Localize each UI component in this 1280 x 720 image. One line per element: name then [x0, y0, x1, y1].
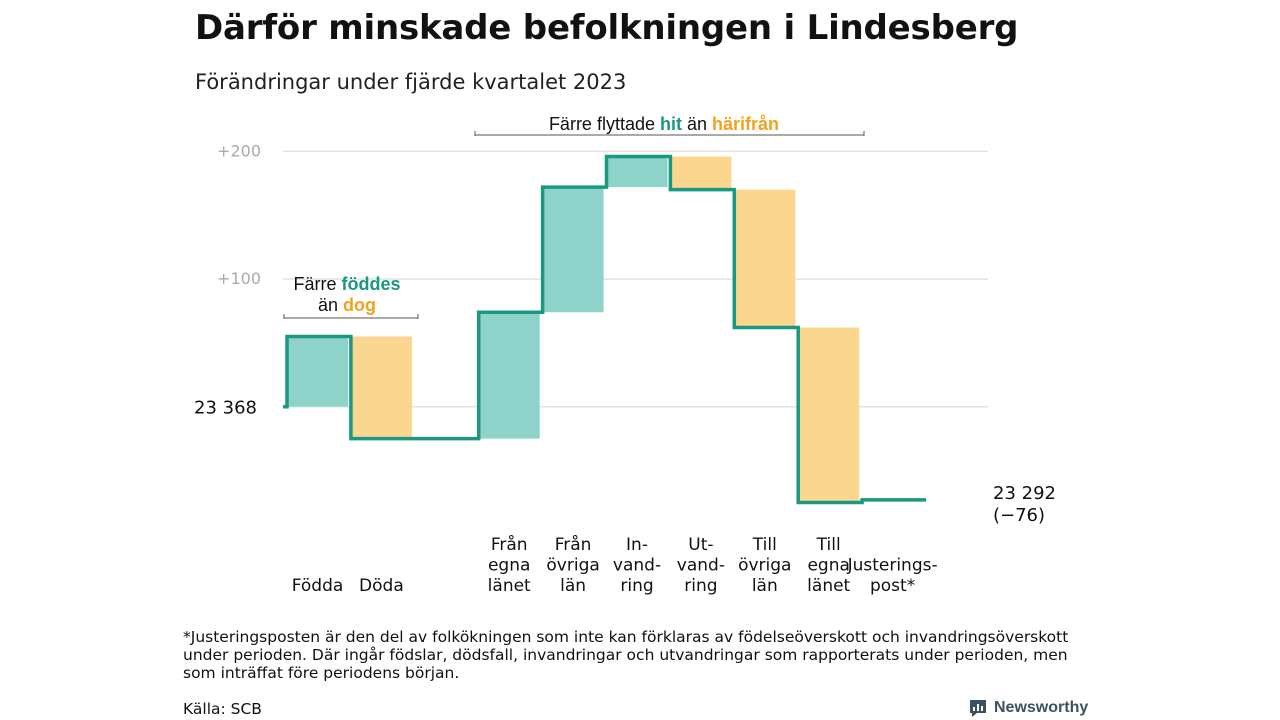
category-label-10-line-1: Justerings- [847, 556, 938, 576]
category-label-6-line-2: vand- [613, 556, 661, 576]
category-label-8-line-3: län [752, 576, 778, 596]
category-label-6-line-3: ring [620, 576, 653, 596]
end-value-label-line-1: 23 292 [993, 483, 1056, 504]
chart-subtitle: Förändringar under fjärde kvartalet 2023 [195, 70, 627, 94]
bar-6 [606, 156, 668, 188]
category-label-5-line-2: övriga [546, 556, 599, 576]
births-annotation-text-1-1: Färre [293, 274, 341, 294]
moves-annotation-text-1-2: hit [660, 114, 682, 134]
bar-5 [542, 187, 604, 313]
category-label-9-line-1: Till [816, 535, 841, 555]
category-label-7-line-2: vand- [677, 556, 725, 576]
y-tick-label-1: +100 [217, 269, 261, 288]
bar-8 [734, 189, 796, 328]
moves-annotation-line-1: Färre flyttade hit än härifrån [549, 114, 779, 134]
category-label-8-line-2: övriga [738, 556, 791, 576]
moves-annotation-text-1-4: härifrån [712, 114, 779, 134]
category-label-1-line-1: Födda [292, 576, 344, 596]
brand-name: Newsworthy [994, 699, 1089, 716]
bar-4 [478, 312, 540, 439]
births-annotation-text-1-2: föddes [342, 274, 401, 294]
births-annotation-line-1: Färre föddes [293, 274, 400, 294]
category-label-4-line-1: Från [491, 534, 528, 555]
bar-9 [798, 327, 860, 503]
source-note: Källa: SCB [183, 700, 262, 718]
category-label-6-line-1: In- [626, 535, 648, 555]
births-annotation-text-2-2: dog [343, 295, 376, 315]
category-label-4-line-2: egna [488, 556, 530, 576]
newsworthy-logo-icon [970, 700, 986, 717]
category-label-9-line-3: länet [807, 576, 850, 596]
category-label-7-line-1: Ut- [688, 535, 713, 555]
category-label-2-line-1: Döda [359, 576, 404, 596]
category-label-7-line-3: ring [684, 576, 717, 596]
moves-annotation-text-1-1: Färre flyttade [549, 114, 660, 134]
category-label-8-line-1: Till [752, 535, 777, 555]
brand-logo[interactable]: Newsworthy [968, 696, 1088, 720]
category-label-10-line-2: post* [870, 576, 915, 596]
category-label-5-line-1: Från [555, 534, 592, 555]
category-label-5-line-3: län [560, 576, 586, 596]
start-value-label: 23 368 [194, 398, 257, 419]
footnote: *Justeringsposten är den del av folkökni… [183, 628, 1069, 682]
births-annotation-text-2-1: än [318, 295, 343, 315]
y-tick-label-0: +200 [217, 141, 261, 160]
chart-title: Därför minskade befolkningen i Lindesber… [195, 8, 1019, 48]
running-total-line [283, 154, 926, 505]
bar-7 [670, 156, 732, 190]
bar-1 [287, 336, 348, 407]
bar-2 [350, 336, 412, 439]
births-annotation-line-2: än dog [318, 295, 376, 315]
moves-annotation-text-1-3: än [682, 114, 712, 134]
end-value-label-line-2: (−76) [993, 505, 1045, 526]
category-label-4-line-3: länet [488, 576, 531, 596]
category-label-9-line-2: egna [807, 556, 849, 576]
